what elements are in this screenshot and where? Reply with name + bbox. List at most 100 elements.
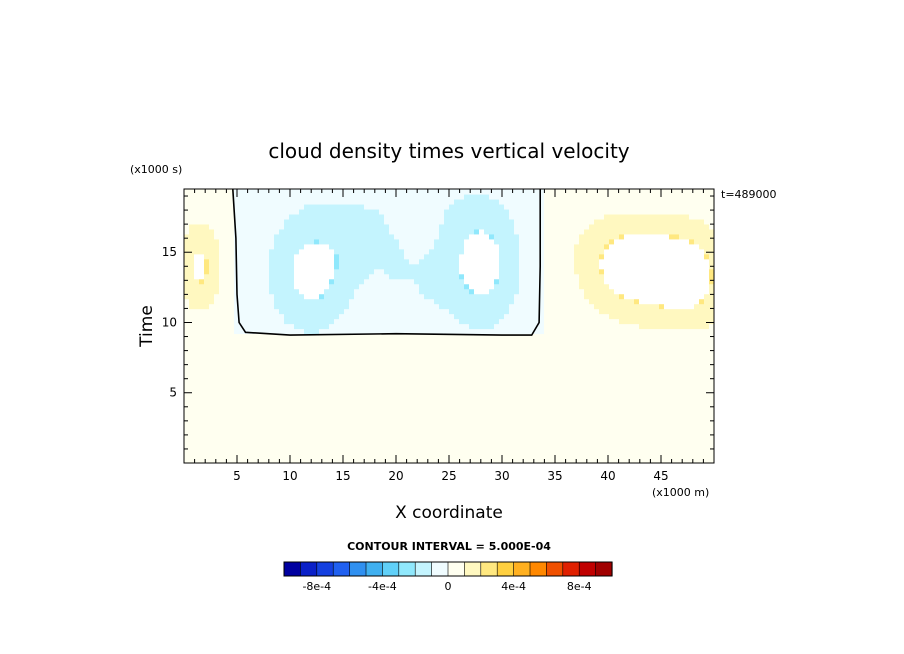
field-cell	[549, 228, 555, 235]
field-cell	[304, 213, 310, 220]
field-cell	[434, 293, 440, 300]
field-cell	[424, 238, 430, 245]
field-cell	[224, 248, 230, 255]
field-cell	[504, 288, 510, 295]
field-cell	[399, 288, 405, 295]
field-cell	[419, 193, 425, 200]
field-cell	[464, 308, 470, 315]
field-cell	[624, 228, 630, 235]
field-cell	[209, 258, 215, 265]
field-cell	[354, 248, 360, 255]
field-cell	[259, 198, 265, 205]
field-cell	[534, 213, 540, 220]
field-cell	[569, 273, 575, 280]
field-cell	[194, 233, 200, 240]
field-cell	[284, 313, 290, 320]
field-cell	[544, 293, 550, 300]
field-cell	[479, 208, 485, 215]
field-cell	[409, 293, 415, 300]
field-cell	[269, 268, 275, 275]
field-cell	[589, 193, 595, 200]
field-cell	[314, 218, 320, 225]
field-cell	[234, 313, 240, 320]
field-cell	[279, 248, 285, 255]
field-cell	[389, 189, 395, 195]
field-cell	[684, 189, 690, 195]
field-cell	[489, 313, 495, 320]
field-cell	[459, 303, 465, 310]
field-cell	[544, 208, 550, 215]
colorbar-label: 4e-4	[501, 580, 526, 593]
field-cell	[679, 198, 685, 205]
field-cell	[424, 298, 430, 305]
field-cell	[189, 189, 195, 195]
field-cell	[539, 223, 545, 230]
field-cell	[479, 203, 485, 210]
field-cell	[604, 288, 610, 295]
field-cell	[259, 233, 265, 240]
field-cell	[534, 228, 540, 235]
field-cell	[249, 193, 255, 200]
field-cell	[289, 193, 295, 200]
field-cell	[709, 308, 714, 315]
field-cell	[369, 203, 375, 210]
field-cell	[694, 308, 700, 315]
field-cell	[534, 243, 540, 250]
field-cell	[304, 298, 310, 305]
field-cell	[554, 228, 560, 235]
field-cell	[244, 303, 250, 310]
field-cell	[369, 273, 375, 280]
field-cell	[219, 238, 225, 245]
field-cell	[329, 213, 335, 220]
field-cell	[459, 248, 465, 255]
field-cell	[589, 283, 595, 290]
field-cell	[669, 293, 675, 300]
field-cell	[424, 193, 430, 200]
field-cell	[249, 278, 255, 285]
field-cell	[634, 228, 640, 235]
field-cell	[339, 308, 345, 315]
field-cell	[249, 228, 255, 235]
field-cell	[419, 298, 425, 305]
field-cell	[494, 213, 500, 220]
field-cell	[294, 273, 300, 280]
field-cell	[429, 278, 435, 285]
field-cell	[579, 213, 585, 220]
field-cell	[219, 223, 225, 230]
field-cell	[609, 253, 615, 260]
field-cell	[554, 293, 560, 300]
field-cell	[509, 253, 515, 260]
field-cell	[399, 298, 405, 305]
field-cell	[369, 328, 375, 335]
field-cell	[274, 228, 280, 235]
field-cell	[234, 203, 240, 210]
field-cell	[374, 308, 380, 315]
field-cell	[409, 253, 415, 260]
field-cell	[379, 189, 385, 195]
field-cell	[634, 313, 640, 320]
field-cell	[299, 243, 305, 250]
field-cell	[184, 268, 190, 275]
field-cell	[244, 313, 250, 320]
field-cell	[554, 268, 560, 275]
field-cell	[629, 203, 635, 210]
field-cell	[424, 308, 430, 315]
field-cell	[684, 263, 690, 270]
field-cell	[289, 189, 295, 195]
field-cell	[604, 328, 610, 335]
field-cell	[674, 263, 680, 270]
field-cell	[339, 233, 345, 240]
field-cell	[344, 268, 350, 275]
field-cell	[369, 268, 375, 275]
field-cell	[404, 258, 410, 265]
field-cell	[219, 288, 225, 295]
field-cell	[539, 323, 545, 330]
field-cell	[204, 248, 210, 255]
x-tick-label: 15	[335, 469, 350, 483]
field-cell	[424, 328, 430, 335]
field-cell	[549, 213, 555, 220]
field-cell	[349, 248, 355, 255]
field-cell	[589, 318, 595, 325]
field-cell	[314, 328, 320, 335]
field-cell	[229, 328, 235, 335]
